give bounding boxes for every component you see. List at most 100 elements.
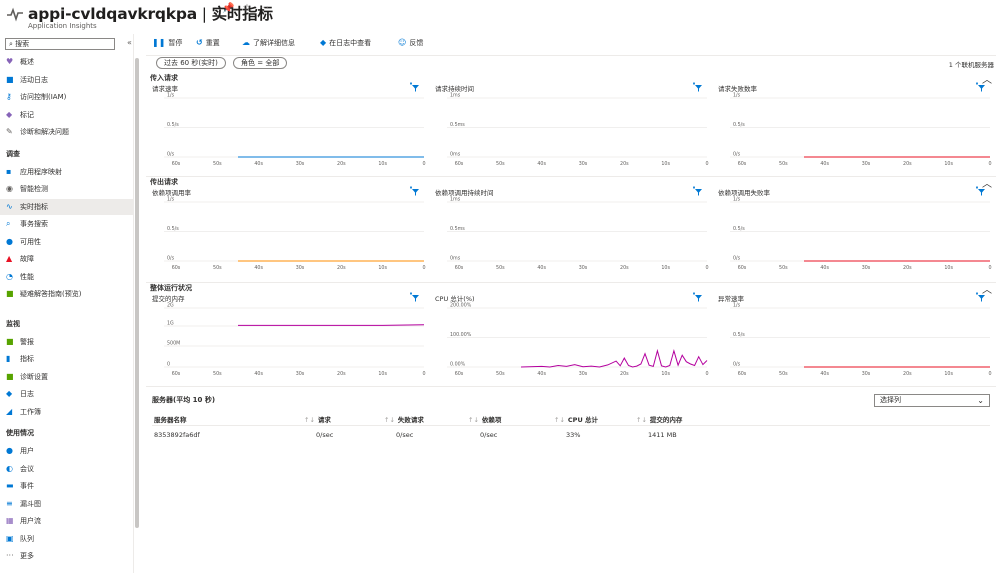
sidebar-item[interactable]: ■ 疑难解答指南(预览) — [0, 286, 133, 302]
x-tick-label: 60s — [455, 161, 464, 167]
x-tick-label: 10s — [661, 161, 670, 167]
x-tick-label: 50s — [213, 161, 222, 167]
online-servers-count: 1 个联机服务器 — [948, 61, 994, 69]
sidebar-item[interactable]: ◆ 标记 — [0, 107, 133, 123]
sidebar-item[interactable]: ▮ 指标 — [0, 351, 133, 367]
pause-button[interactable]: ❚❚ 暂停 — [152, 38, 183, 47]
sidebar-item[interactable]: ● 用户 — [0, 443, 133, 459]
metric-chart: 依赖项调用率 1/s 0.5/s 0/s 60s 50s 40s 30s 20s 10s 0 — [146, 186, 426, 277]
filter-bar: 过去 60 秒(实时) 角色 = 全部 1 个联机服务器 — [146, 55, 996, 70]
x-tick-label: 60s — [455, 371, 464, 377]
column-header[interactable]: 服务器名称 — [154, 414, 187, 424]
x-tick-label: 0 — [422, 265, 425, 271]
learn-more-button[interactable]: ☁ 了解详细信息 — [242, 38, 295, 47]
chart-title: 请求失败数率 — [718, 85, 757, 93]
x-tick-label: 40s — [254, 265, 263, 271]
y-tick-label: 0.00% — [450, 362, 466, 368]
x-tick-label: 0 — [422, 371, 425, 377]
sidebar-item-icon: ◢ — [6, 406, 13, 416]
sidebar-item-label: 事务搜索 — [20, 220, 48, 228]
reset-button[interactable]: ↺ 重置 — [196, 38, 220, 47]
sidebar-item[interactable]: ∿ 实时指标 — [0, 198, 133, 215]
sidebar-item[interactable]: ▦ 用户流 — [0, 513, 133, 529]
filter-icon[interactable] — [976, 186, 986, 196]
sort-icon: ↑↓ — [384, 416, 395, 424]
x-tick-label: 40s — [820, 161, 829, 167]
feedback-icon: ☺ — [398, 38, 407, 47]
filter-icon[interactable] — [410, 186, 420, 196]
page-title: appi-cvldqavkrqkpa | 实时指标 — [28, 5, 273, 23]
sidebar-item[interactable]: ⌕ 事务搜索 — [0, 216, 133, 232]
sidebar-item[interactable]: ◔ 性能 — [0, 269, 133, 285]
sidebar-item[interactable]: ▪ 应用程序映射 — [0, 164, 133, 180]
column-header[interactable]: ↑↓ 失败请求 — [384, 414, 424, 424]
column-header[interactable]: ↑↓ 提交的内存 — [636, 414, 682, 424]
sidebar-item[interactable]: ◐ 会议 — [0, 461, 133, 477]
collapse-chevron-icon[interactable]: ︿ — [982, 179, 992, 190]
pin-icon[interactable]: 📌 — [222, 3, 235, 14]
view-in-logs-button[interactable]: ◆ 在日志中查看 — [320, 38, 372, 47]
sidebar-item-label: 用户流 — [20, 517, 41, 525]
filter-icon[interactable] — [410, 292, 420, 302]
x-tick-label: 50s — [213, 371, 222, 377]
sidebar-item[interactable]: ··· 更多 — [0, 548, 133, 564]
collapse-chevron-icon[interactable]: ︿ — [982, 75, 992, 86]
column-header[interactable]: ↑↓ 依赖项 — [468, 414, 501, 424]
sidebar-item[interactable]: ● 可用性 — [0, 234, 133, 250]
sidebar-scrollbar[interactable] — [135, 58, 139, 528]
collapse-icon[interactable]: « — [127, 38, 132, 47]
sidebar-item-label: 用户 — [20, 447, 34, 455]
column-header[interactable]: ↑↓ 请求 — [304, 414, 331, 424]
chart-title: CPU 总计(%) — [435, 295, 475, 303]
cloud-icon: ☁ — [242, 38, 250, 47]
y-tick-label: 1ms — [450, 93, 461, 99]
page-header: appi-cvldqavkrqkpa | 实时指标 Application In… — [0, 0, 1000, 34]
sidebar-item[interactable]: ◉ 智能检测 — [0, 181, 133, 197]
x-tick-label: 40s — [537, 161, 546, 167]
filter-icon[interactable] — [693, 82, 703, 92]
collapse-chevron-icon[interactable]: ︿ — [982, 285, 992, 296]
select-columns-dropdown[interactable]: 选择列 ⌄ — [874, 394, 990, 407]
search-input[interactable]: ⌕ 搜索 — [5, 38, 115, 50]
x-tick-label: 0 — [705, 161, 708, 167]
sidebar-item-icon: ◉ — [6, 184, 13, 193]
filter-icon[interactable] — [693, 186, 703, 196]
filter-icon[interactable] — [976, 82, 986, 92]
sidebar-item[interactable]: ■ 活动日志 — [0, 72, 133, 88]
chart-title: 异常速率 — [718, 295, 744, 303]
sidebar-item-label: 警报 — [20, 337, 34, 346]
sidebar-item[interactable]: ▬ 事件 — [0, 478, 133, 494]
sidebar-item[interactable]: ▲ 故障 — [0, 251, 133, 267]
more-icon[interactable]: ··· — [259, 3, 269, 14]
role-filter[interactable]: 角色 = 全部 — [233, 57, 288, 69]
time-range-filter[interactable]: 过去 60 秒(实时) — [156, 57, 226, 69]
table-cell: 1411 MB — [648, 431, 677, 439]
sidebar-item[interactable]: ■ 诊断设置 — [0, 369, 133, 385]
chart-plot: 1/s 0.5/s 0/s 60s 50s 40s 30s 20s 10s 0 — [164, 93, 426, 167]
sidebar-item[interactable]: ⚷ 访问控制(IAM) — [0, 89, 133, 105]
sort-icon: ↑↓ — [636, 416, 647, 424]
feedback-button[interactable]: ☺ 反馈 — [398, 38, 424, 47]
sidebar-item-icon: ◐ — [6, 463, 13, 473]
sidebar-item-icon: ◆ — [6, 109, 13, 119]
sidebar-item[interactable]: ■ 警报 — [0, 334, 133, 350]
column-header[interactable]: ↑↓ CPU 总计 — [554, 414, 598, 424]
filter-icon[interactable] — [410, 82, 420, 92]
sidebar-item[interactable]: ✎ 诊断和解决问题 — [0, 124, 133, 140]
x-tick-label: 10s — [378, 161, 387, 167]
sidebar-item-label: 活动日志 — [20, 75, 48, 84]
x-tick-label: 30s — [296, 161, 305, 167]
sidebar-item[interactable]: ▣ 队列 — [0, 531, 133, 547]
filter-icon[interactable] — [693, 292, 703, 302]
sidebar-item-label: 诊断和解决问题 — [20, 128, 69, 136]
filter-icon[interactable] — [976, 292, 986, 302]
sidebar-item[interactable]: ◢ 工作簿 — [0, 404, 133, 420]
star-icon[interactable]: ☆ — [242, 3, 252, 14]
sidebar-item[interactable]: ≡ 漏斗图 — [0, 496, 133, 512]
sidebar-item[interactable]: ◆ 日志 — [0, 386, 133, 402]
x-tick-label: 60s — [172, 265, 181, 271]
sidebar-item-icon: ✎ — [6, 127, 13, 136]
sidebar-item[interactable]: ♥ 概述 — [0, 54, 133, 70]
series-line — [238, 324, 425, 326]
x-tick-label: 10s — [661, 265, 670, 271]
